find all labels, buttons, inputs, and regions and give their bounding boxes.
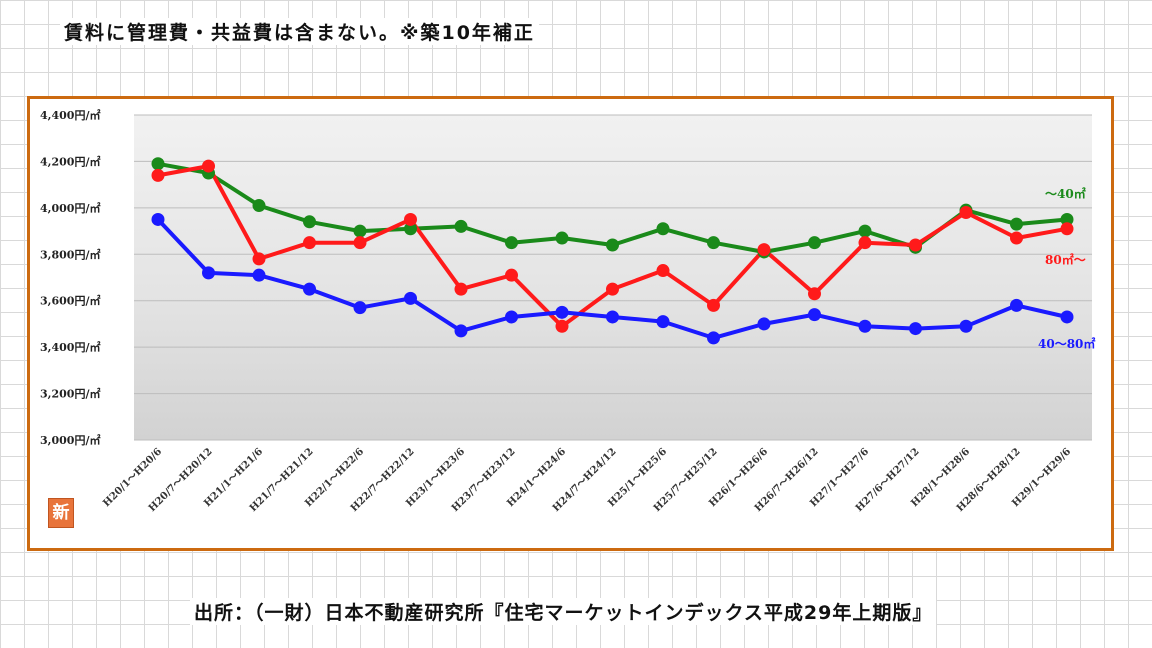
data-point <box>858 236 872 250</box>
data-point <box>808 236 821 250</box>
data-point <box>808 287 821 301</box>
data-point <box>707 236 720 250</box>
data-point <box>404 222 417 236</box>
series-label: 40～80㎡ <box>1038 336 1095 351</box>
data-point <box>707 331 720 345</box>
data-point <box>252 199 266 213</box>
data-point <box>505 268 518 282</box>
y-tick-label: 3,800円/㎡ <box>40 247 100 261</box>
data-point <box>909 238 922 252</box>
rent-note: 賃料に管理費・共益費は含まない。※築10年補正 <box>60 18 539 45</box>
data-point <box>959 319 973 333</box>
y-tick-label: 3,000円/㎡ <box>40 433 100 447</box>
data-point <box>505 236 518 250</box>
data-point <box>252 252 266 266</box>
data-point <box>555 231 569 245</box>
data-point <box>252 268 266 282</box>
data-point <box>656 264 670 278</box>
data-point <box>505 310 518 324</box>
data-point <box>404 291 417 305</box>
data-point <box>1060 212 1074 226</box>
data-point <box>555 319 569 333</box>
plot-background <box>134 115 1092 440</box>
y-axis-ticks: 3,000円/㎡ 3,200円/㎡ 3,400円/㎡ 3,600円/㎡ 3,800円/㎡… <box>40 108 100 447</box>
data-point <box>606 282 619 296</box>
data-point <box>202 159 215 173</box>
data-point <box>151 157 165 171</box>
data-point <box>606 310 619 324</box>
data-point <box>1010 231 1023 245</box>
data-point <box>303 215 316 229</box>
source-note: 出所：（一財）日本不動産研究所『住宅マーケットインデックス平成29年上期版』 <box>190 598 937 625</box>
data-point <box>454 219 468 233</box>
data-point <box>1060 222 1074 236</box>
data-point <box>303 236 316 250</box>
data-point <box>1010 298 1023 312</box>
data-point <box>454 282 468 296</box>
data-point <box>959 206 973 219</box>
data-point <box>656 315 670 329</box>
data-point <box>858 319 872 333</box>
data-point <box>707 298 720 312</box>
y-tick-label: 4,400円/㎡ <box>40 108 100 122</box>
data-point <box>1010 217 1023 231</box>
data-point <box>303 282 316 296</box>
data-point <box>858 224 872 238</box>
y-tick-label: 4,200円/㎡ <box>40 154 100 168</box>
data-point <box>909 322 922 336</box>
data-point <box>454 324 468 338</box>
data-point <box>151 168 165 182</box>
data-point <box>353 236 367 250</box>
series-points <box>151 157 1074 345</box>
data-point <box>202 266 215 280</box>
data-point <box>757 243 771 257</box>
data-point <box>151 212 165 226</box>
grid-lines <box>134 114 1092 441</box>
y-tick-label: 3,200円/㎡ <box>40 387 100 401</box>
new-badge: 新 <box>48 498 74 528</box>
data-point <box>404 212 417 226</box>
x-axis-ticks: H20/1～H20/6H20/7～H20/12H21/1～H21/6H21/7～… <box>101 446 1073 514</box>
y-tick-label: 3,400円/㎡ <box>40 340 100 354</box>
data-point <box>808 308 821 322</box>
data-point <box>353 224 367 238</box>
data-point <box>656 222 670 236</box>
data-point <box>353 301 367 315</box>
data-point <box>606 238 619 252</box>
y-tick-label: 4,000円/㎡ <box>40 201 100 215</box>
series-labels: ～40㎡ 80㎡～ 40～80㎡ <box>1038 186 1095 351</box>
data-point <box>1060 310 1074 324</box>
data-point <box>757 317 771 331</box>
data-point <box>555 305 569 319</box>
y-tick-label: 3,600円/㎡ <box>40 294 100 308</box>
series-label: 80㎡～ <box>1045 252 1086 267</box>
series-label: ～40㎡ <box>1045 186 1086 201</box>
